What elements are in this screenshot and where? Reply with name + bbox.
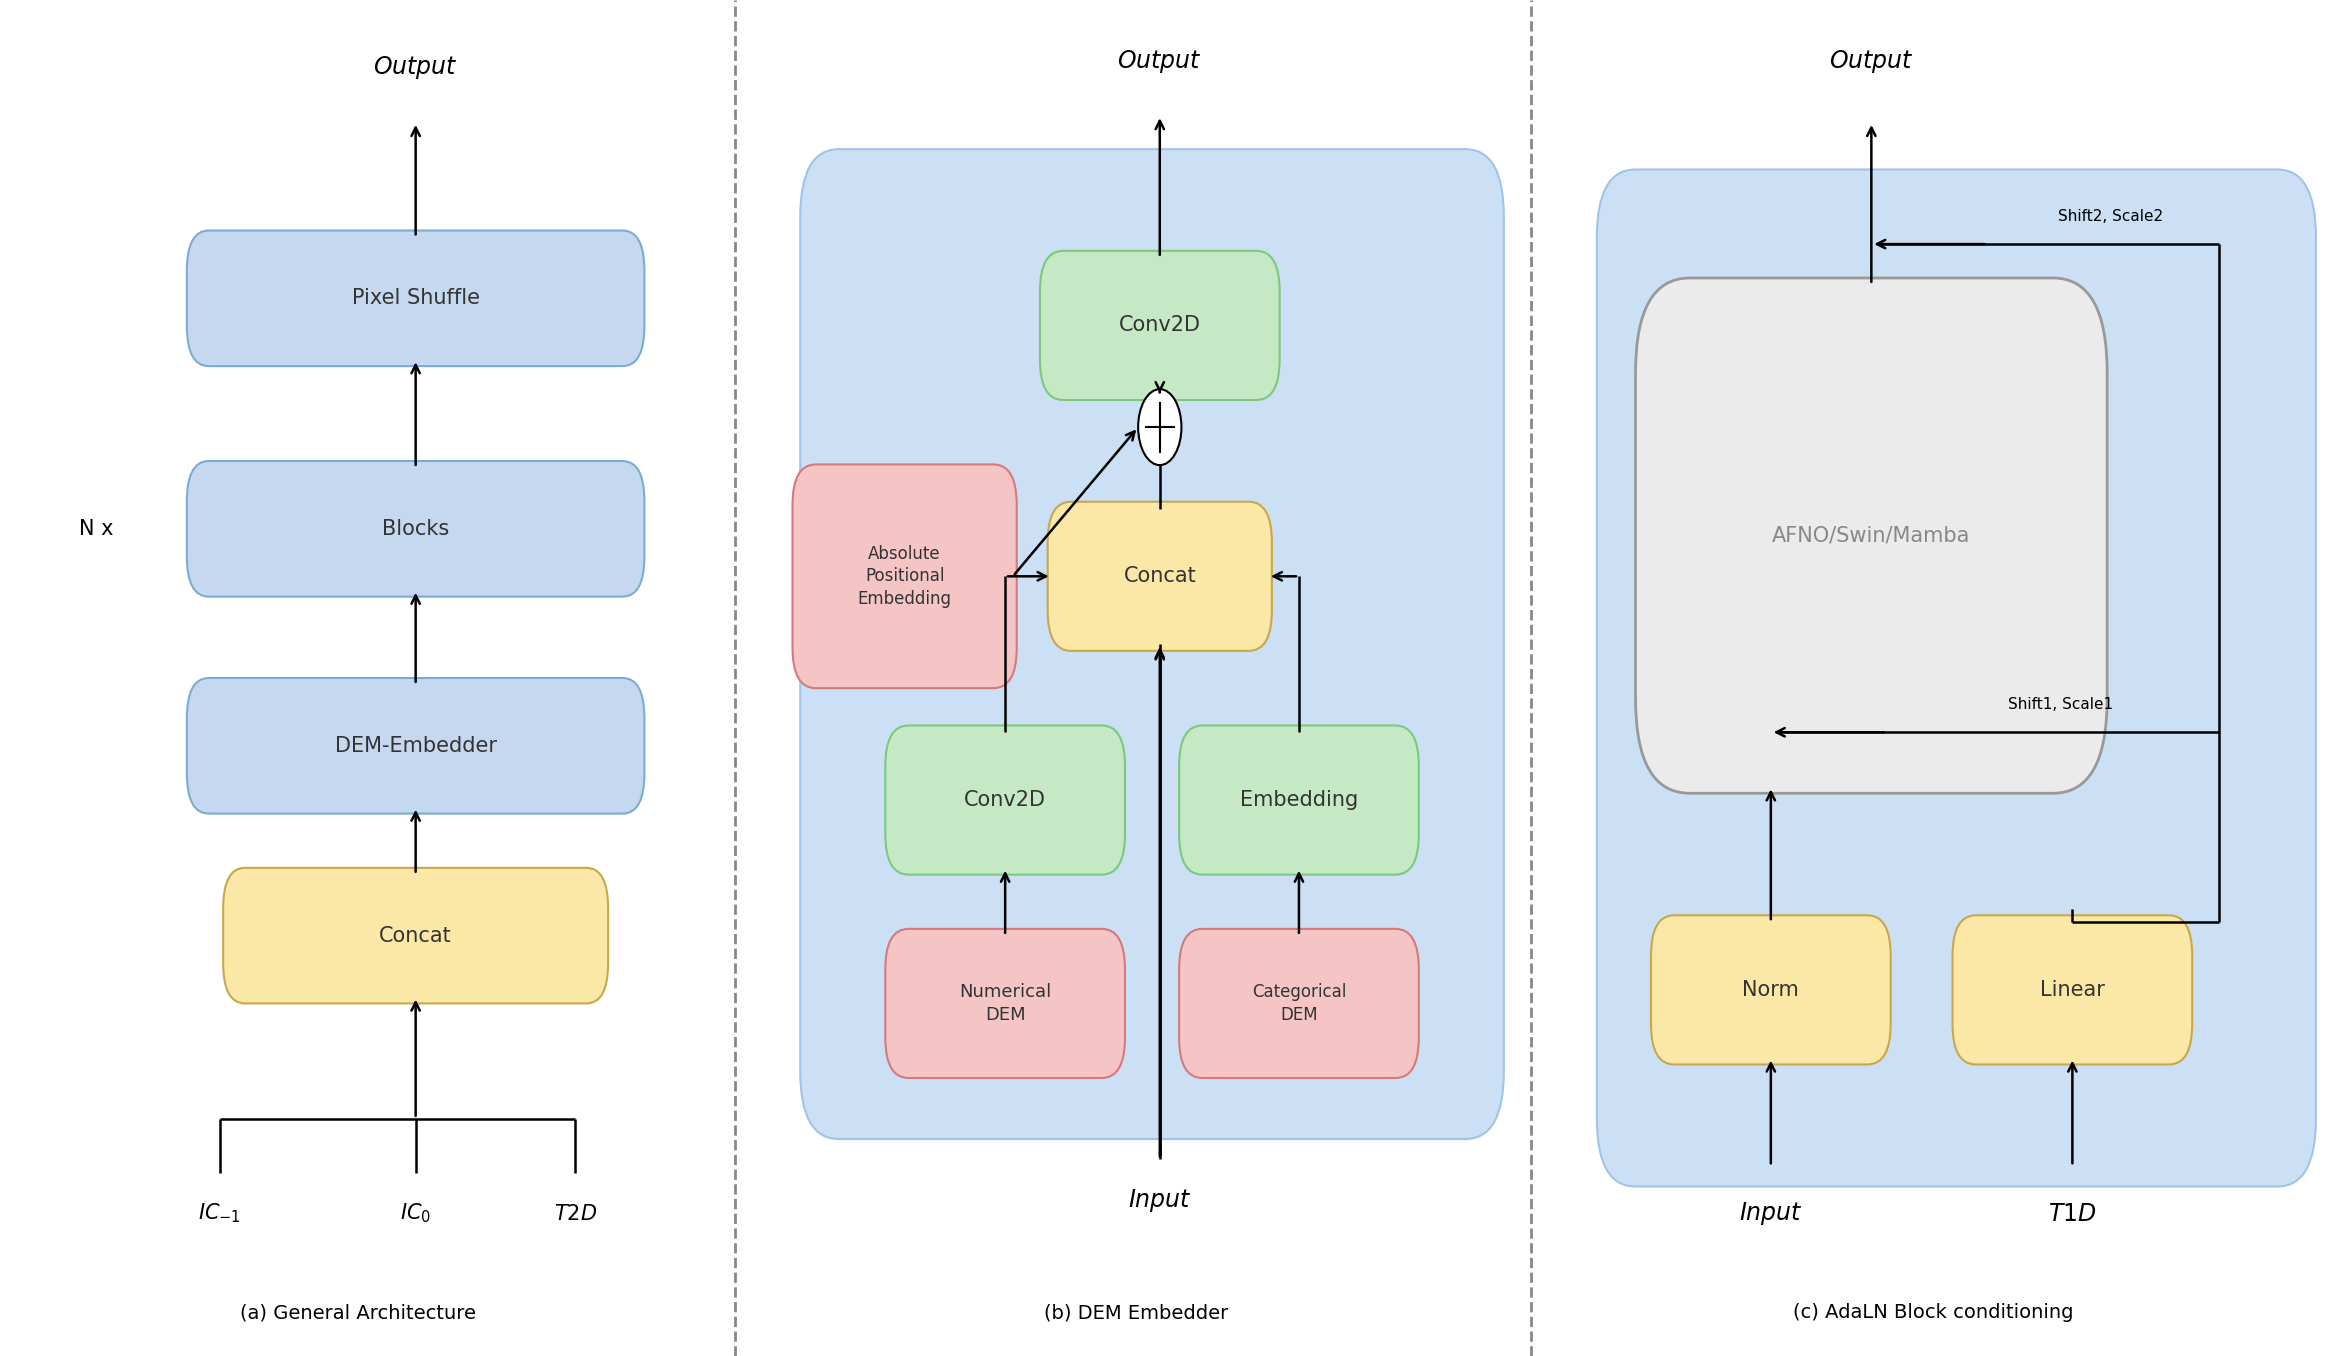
Text: $\mathit{Output}$: $\mathit{Output}$: [373, 54, 457, 81]
Text: DEM-Embedder: DEM-Embedder: [335, 736, 497, 755]
Text: (a) General Architecture: (a) General Architecture: [239, 1303, 476, 1322]
Text: Blocks: Blocks: [382, 519, 450, 538]
Text: Embedding: Embedding: [1239, 791, 1359, 810]
Text: $\mathit{T2D}$: $\mathit{T2D}$: [553, 1204, 597, 1223]
FancyBboxPatch shape: [223, 868, 609, 1003]
Text: $\mathit{IC}_{-1}$: $\mathit{IC}_{-1}$: [199, 1201, 241, 1226]
Text: Linear: Linear: [2041, 980, 2104, 999]
Text: $\mathit{Input}$: $\mathit{Input}$: [1739, 1200, 1802, 1227]
FancyBboxPatch shape: [886, 725, 1125, 875]
FancyBboxPatch shape: [187, 461, 644, 597]
FancyBboxPatch shape: [187, 231, 644, 366]
Text: $\mathit{T1D}$: $\mathit{T1D}$: [2048, 1201, 2097, 1226]
Text: Shift1, Scale1: Shift1, Scale1: [2008, 697, 2113, 712]
Text: (c) AdaLN Block conditioning: (c) AdaLN Block conditioning: [1792, 1303, 2074, 1322]
Text: $\mathit{Input}$: $\mathit{Input}$: [1127, 1186, 1193, 1214]
Text: Shift2, Scale2: Shift2, Scale2: [2059, 209, 2163, 224]
Text: Concat: Concat: [380, 926, 452, 945]
Text: Categorical
DEM: Categorical DEM: [1251, 983, 1347, 1024]
FancyBboxPatch shape: [1952, 915, 2193, 1064]
FancyBboxPatch shape: [792, 464, 1017, 689]
Text: Conv2D: Conv2D: [1120, 316, 1200, 335]
Text: $\mathit{Output}$: $\mathit{Output}$: [1830, 47, 1914, 75]
Text: Norm: Norm: [1743, 980, 1799, 999]
FancyBboxPatch shape: [187, 678, 644, 814]
Text: $\mathit{IC}_{0}$: $\mathit{IC}_{0}$: [401, 1201, 431, 1226]
FancyBboxPatch shape: [1635, 278, 2106, 793]
Text: N x: N x: [80, 519, 112, 538]
FancyBboxPatch shape: [1598, 170, 2315, 1186]
FancyBboxPatch shape: [1040, 251, 1279, 400]
Circle shape: [1139, 389, 1181, 465]
FancyBboxPatch shape: [801, 149, 1504, 1139]
FancyBboxPatch shape: [1179, 725, 1420, 875]
Text: Concat: Concat: [1122, 567, 1197, 586]
FancyBboxPatch shape: [1179, 929, 1420, 1078]
Text: Conv2D: Conv2D: [965, 791, 1045, 810]
FancyBboxPatch shape: [1652, 915, 1891, 1064]
Text: Absolute
Positional
Embedding: Absolute Positional Embedding: [858, 545, 951, 607]
Text: Pixel Shuffle: Pixel Shuffle: [351, 289, 480, 308]
FancyBboxPatch shape: [886, 929, 1125, 1078]
Text: $\mathit{Output}$: $\mathit{Output}$: [1118, 47, 1202, 75]
Text: (b) DEM Embedder: (b) DEM Embedder: [1045, 1303, 1228, 1322]
FancyBboxPatch shape: [1047, 502, 1272, 651]
Text: AFNO/Swin/Mamba: AFNO/Swin/Mamba: [1771, 526, 1970, 545]
Text: Numerical
DEM: Numerical DEM: [958, 983, 1052, 1024]
